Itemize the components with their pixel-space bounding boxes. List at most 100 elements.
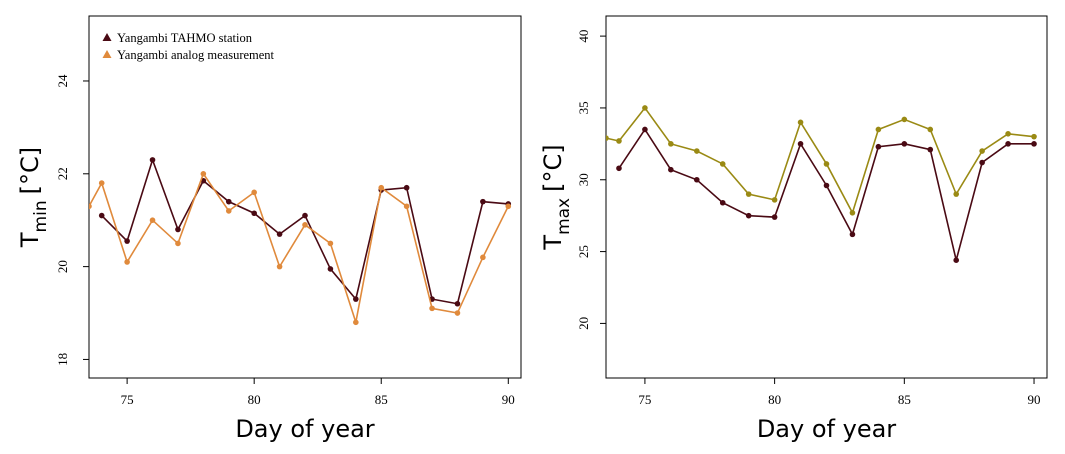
data-point <box>901 141 908 147</box>
data-point <box>771 197 778 203</box>
y-tick-label: 18 <box>55 353 70 366</box>
data-point <box>616 138 622 144</box>
x-tick-label: 80 <box>248 392 261 407</box>
legend-label-0: Yangambi TAHMO station <box>117 31 253 45</box>
series-1 <box>89 170 512 326</box>
y-axis-label-sub: min <box>31 200 51 232</box>
data-point <box>403 203 410 210</box>
data-point <box>1005 130 1011 137</box>
data-point <box>668 141 674 147</box>
x-axis-label: Day of year <box>757 415 896 443</box>
data-point <box>480 198 486 205</box>
data-point <box>797 141 804 147</box>
data-point <box>927 126 934 133</box>
data-point <box>849 210 856 216</box>
data-point <box>251 210 257 217</box>
y-tick-label: 35 <box>576 101 591 114</box>
data-point <box>668 166 674 173</box>
data-point <box>124 238 130 244</box>
y-tick-label: 40 <box>576 30 591 43</box>
data-point <box>745 212 752 219</box>
series-line-0 <box>618 128 1035 261</box>
data-point <box>953 257 960 264</box>
legend-marker-1 <box>102 50 112 58</box>
series-1 <box>606 105 1037 216</box>
x-tick-label: 75 <box>121 392 134 407</box>
data-point <box>89 203 92 210</box>
series-line-0 <box>101 157 509 305</box>
data-point <box>327 240 334 247</box>
data-point <box>823 182 830 189</box>
data-point <box>1005 141 1011 147</box>
data-point <box>953 191 960 197</box>
data-point <box>719 161 726 167</box>
data-point <box>875 143 882 150</box>
series-0 <box>98 157 512 307</box>
data-point <box>979 159 985 166</box>
data-point <box>327 266 334 272</box>
data-point <box>302 222 308 228</box>
x-tick-label: 85 <box>375 392 388 407</box>
legend: Yangambi TAHMO station Yangambi analog me… <box>102 31 275 62</box>
data-point <box>251 189 257 196</box>
data-point <box>693 148 700 154</box>
x-tick-label: 85 <box>898 392 911 407</box>
x-axis-label: Day of year <box>235 415 374 443</box>
x-tick-label: 90 <box>1028 392 1041 407</box>
data-point <box>927 146 934 153</box>
y-axis-label-sub: max <box>554 198 574 235</box>
data-point <box>353 296 359 302</box>
data-point <box>175 240 181 247</box>
data-point <box>149 217 156 224</box>
data-point <box>454 310 461 316</box>
data-point <box>693 176 700 183</box>
x-tick-label: 80 <box>768 392 781 407</box>
x-tick-label: 75 <box>638 392 651 407</box>
data-point <box>403 184 410 191</box>
data-point <box>454 300 461 307</box>
data-point <box>124 259 130 265</box>
data-point <box>276 263 283 270</box>
data-point <box>719 199 726 206</box>
data-point <box>901 116 908 123</box>
data-point <box>642 126 648 133</box>
y-tick-label: 24 <box>55 74 70 88</box>
data-point <box>225 198 232 205</box>
y-axis-label: Tmax [°C] <box>539 144 574 250</box>
data-point <box>353 319 359 326</box>
data-point <box>149 157 156 163</box>
y-tick-label: 22 <box>55 167 70 180</box>
series-line-1 <box>606 106 1035 215</box>
y-tick-label: 20 <box>55 260 70 273</box>
data-point <box>98 212 105 219</box>
data-point <box>302 212 308 219</box>
data-point <box>1031 133 1037 140</box>
data-point <box>200 170 207 177</box>
data-point <box>979 148 985 154</box>
plot-frame <box>605 15 1048 379</box>
data-point <box>823 161 830 167</box>
data-point <box>225 208 232 214</box>
legend-label-1: Yangambi analog measurement <box>117 48 275 62</box>
data-point <box>642 105 648 111</box>
data-point <box>98 180 105 186</box>
y-axis-label-unit: [°C] <box>16 147 44 194</box>
data-point <box>797 119 804 126</box>
data-point <box>276 231 283 237</box>
y-axis-label-main: T <box>539 235 567 251</box>
y-tick-label: 30 <box>576 173 591 186</box>
series-line-1 <box>89 172 510 323</box>
data-point <box>1031 141 1037 147</box>
y-tick-label: 25 <box>576 245 591 258</box>
data-point <box>745 191 752 197</box>
y-axis-label-unit: [°C] <box>539 144 567 191</box>
data-point <box>849 231 856 238</box>
tmax-chart: 75 80 85 90 20 25 30 35 40 Day of year Tmax [°C] <box>539 15 1048 443</box>
legend-marker-0 <box>102 33 112 41</box>
y-axis-label-main: T <box>16 232 44 248</box>
series-0 <box>616 126 1037 264</box>
data-point <box>771 214 778 220</box>
data-point <box>616 165 622 172</box>
plot-frame <box>88 15 522 379</box>
